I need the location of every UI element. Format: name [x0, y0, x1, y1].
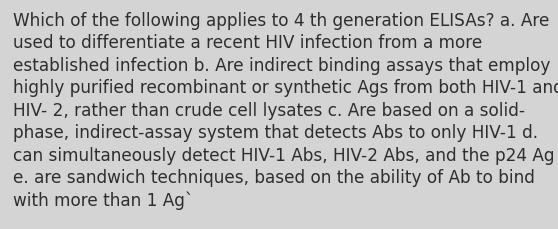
Text: established infection b. Are indirect binding assays that employ: established infection b. Are indirect bi…	[13, 57, 550, 75]
Text: e. are sandwich techniques, based on the ability of Ab to bind: e. are sandwich techniques, based on the…	[13, 169, 535, 187]
Text: highly purified recombinant or synthetic Ags from both HIV-1 and: highly purified recombinant or synthetic…	[13, 79, 558, 97]
Text: phase, indirect-assay system that detects Abs to only HIV-1 d.: phase, indirect-assay system that detect…	[13, 124, 538, 142]
Text: can simultaneously detect HIV-1 Abs, HIV-2 Abs, and the p24 Ag: can simultaneously detect HIV-1 Abs, HIV…	[13, 146, 555, 164]
Text: Which of the following applies to 4 th generation ELISAs? a. Are: Which of the following applies to 4 th g…	[13, 12, 550, 30]
Text: HIV- 2, rather than crude cell lysates c. Are based on a solid-: HIV- 2, rather than crude cell lysates c…	[13, 101, 525, 120]
Text: used to differentiate a recent HIV infection from a more: used to differentiate a recent HIV infec…	[13, 34, 482, 52]
Text: with more than 1 Ag`: with more than 1 Ag`	[13, 191, 194, 210]
